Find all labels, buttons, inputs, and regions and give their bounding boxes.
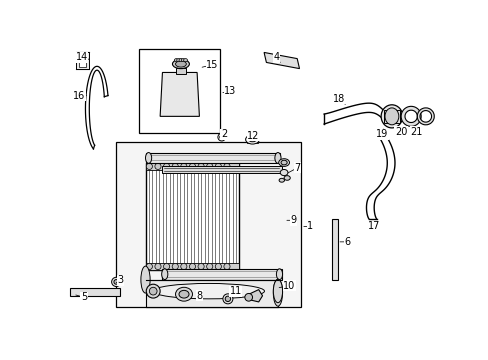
Ellipse shape bbox=[206, 264, 212, 270]
Ellipse shape bbox=[181, 264, 186, 270]
Ellipse shape bbox=[244, 293, 252, 301]
Ellipse shape bbox=[181, 59, 185, 62]
Ellipse shape bbox=[141, 266, 150, 293]
Text: 5: 5 bbox=[81, 292, 87, 302]
Ellipse shape bbox=[281, 160, 286, 165]
Ellipse shape bbox=[215, 264, 221, 270]
Ellipse shape bbox=[276, 269, 282, 280]
Text: 20: 20 bbox=[394, 127, 407, 137]
Text: 17: 17 bbox=[367, 221, 380, 231]
Ellipse shape bbox=[206, 163, 212, 170]
Bar bbox=[145, 153, 280, 163]
Ellipse shape bbox=[174, 59, 178, 62]
Ellipse shape bbox=[145, 153, 151, 163]
Ellipse shape bbox=[245, 135, 259, 144]
Ellipse shape bbox=[224, 163, 229, 170]
Ellipse shape bbox=[279, 178, 284, 182]
Ellipse shape bbox=[183, 59, 187, 62]
Bar bbox=[70, 288, 120, 296]
Ellipse shape bbox=[198, 264, 204, 270]
Ellipse shape bbox=[189, 163, 195, 170]
Ellipse shape bbox=[146, 163, 152, 170]
Ellipse shape bbox=[274, 153, 281, 163]
Ellipse shape bbox=[172, 163, 178, 170]
Text: 21: 21 bbox=[409, 127, 422, 137]
Text: 4: 4 bbox=[273, 52, 279, 62]
Polygon shape bbox=[264, 53, 299, 69]
Text: 8: 8 bbox=[196, 291, 202, 301]
Text: 12: 12 bbox=[246, 131, 259, 141]
Ellipse shape bbox=[384, 108, 398, 125]
Text: 9: 9 bbox=[290, 215, 296, 225]
Ellipse shape bbox=[176, 59, 180, 62]
Ellipse shape bbox=[162, 269, 167, 280]
Ellipse shape bbox=[225, 296, 230, 302]
Text: 7: 7 bbox=[293, 163, 300, 173]
Ellipse shape bbox=[155, 264, 161, 270]
Bar bbox=[76, 53, 88, 69]
Text: 15: 15 bbox=[206, 60, 218, 70]
Ellipse shape bbox=[189, 264, 195, 270]
Polygon shape bbox=[160, 72, 199, 116]
Bar bbox=[384, 110, 399, 122]
Ellipse shape bbox=[146, 264, 152, 270]
Ellipse shape bbox=[273, 279, 282, 306]
Ellipse shape bbox=[163, 163, 169, 170]
Bar bbox=[145, 163, 239, 170]
Text: 18: 18 bbox=[333, 94, 345, 104]
Ellipse shape bbox=[111, 277, 121, 287]
Ellipse shape bbox=[215, 163, 221, 170]
Bar bbox=[162, 269, 281, 280]
Ellipse shape bbox=[179, 291, 189, 298]
Text: 13: 13 bbox=[224, 86, 236, 96]
Ellipse shape bbox=[278, 159, 289, 166]
Bar bbox=[139, 49, 220, 132]
Bar bbox=[331, 219, 337, 280]
Ellipse shape bbox=[179, 59, 183, 62]
Ellipse shape bbox=[198, 163, 204, 170]
Bar bbox=[145, 163, 239, 270]
Text: 6: 6 bbox=[344, 237, 349, 247]
Ellipse shape bbox=[220, 135, 223, 139]
Polygon shape bbox=[245, 289, 262, 302]
Text: 2: 2 bbox=[221, 129, 227, 139]
Text: 16: 16 bbox=[73, 91, 85, 100]
Ellipse shape bbox=[273, 280, 282, 303]
Bar bbox=[176, 68, 185, 74]
Ellipse shape bbox=[223, 294, 232, 304]
Ellipse shape bbox=[172, 264, 178, 270]
Bar bbox=[145, 280, 277, 306]
Ellipse shape bbox=[172, 59, 189, 69]
Ellipse shape bbox=[153, 283, 264, 299]
Text: 3: 3 bbox=[117, 275, 123, 285]
Ellipse shape bbox=[149, 287, 157, 295]
Bar bbox=[116, 142, 301, 307]
Ellipse shape bbox=[380, 105, 402, 128]
Bar bbox=[145, 263, 239, 270]
Ellipse shape bbox=[146, 284, 160, 298]
Ellipse shape bbox=[280, 170, 287, 176]
Text: 19: 19 bbox=[375, 129, 387, 139]
Text: 10: 10 bbox=[283, 281, 295, 291]
Ellipse shape bbox=[114, 280, 118, 284]
Ellipse shape bbox=[224, 264, 229, 270]
Ellipse shape bbox=[181, 163, 186, 170]
Ellipse shape bbox=[248, 137, 256, 142]
Ellipse shape bbox=[163, 264, 169, 270]
Bar bbox=[79, 55, 86, 67]
Text: 14: 14 bbox=[75, 52, 87, 62]
Ellipse shape bbox=[218, 133, 225, 141]
Ellipse shape bbox=[175, 61, 186, 67]
Text: 1: 1 bbox=[306, 221, 313, 231]
Ellipse shape bbox=[175, 287, 192, 301]
Ellipse shape bbox=[155, 163, 161, 170]
Bar bbox=[162, 166, 281, 172]
Ellipse shape bbox=[284, 176, 290, 180]
Text: 11: 11 bbox=[229, 286, 241, 296]
